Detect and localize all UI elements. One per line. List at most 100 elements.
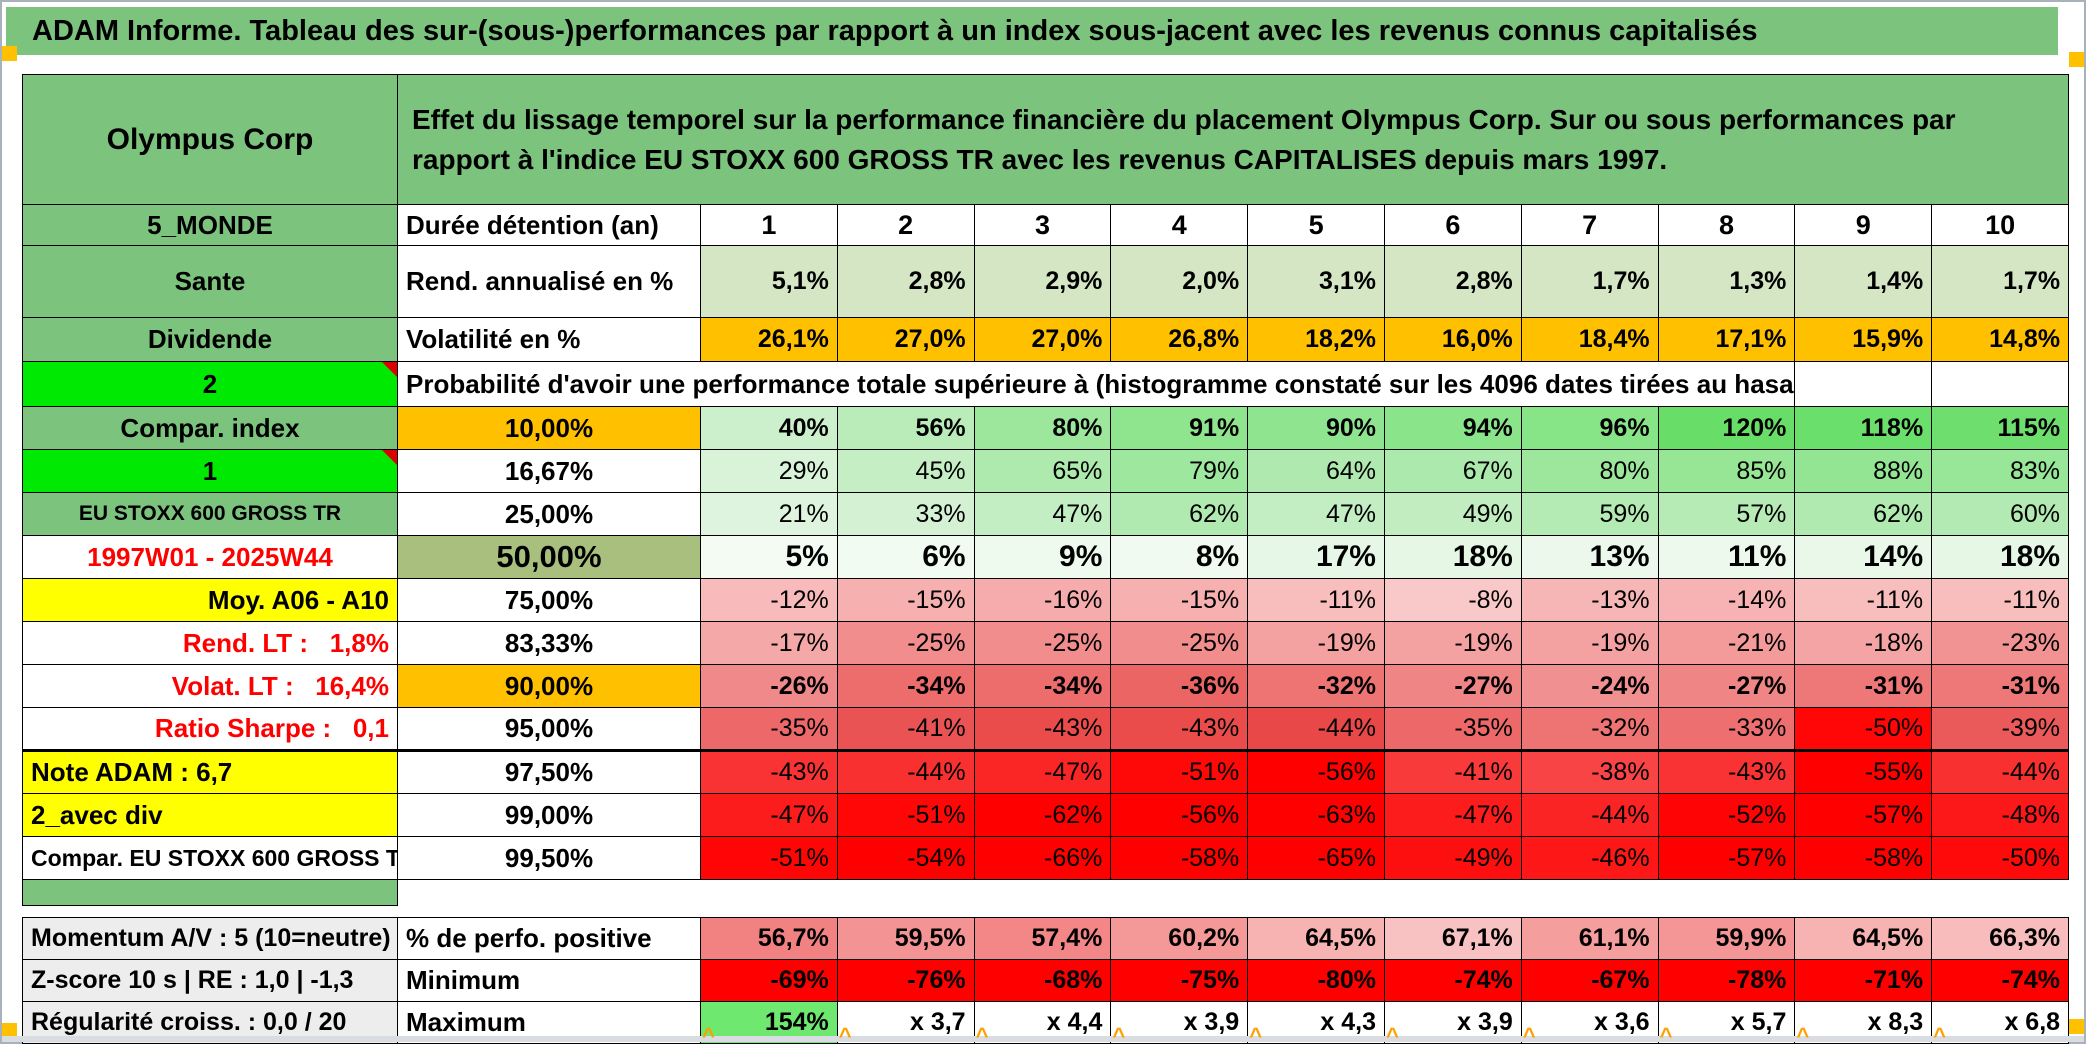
cell-q975-y4[interactable]: -51% [1110,749,1249,794]
cell-q25-y5[interactable]: 47% [1247,492,1385,536]
cell-q83-y1[interactable]: -17% [700,621,838,665]
cell-q25-y10[interactable]: 60% [1931,492,2070,536]
banner-empty-1[interactable] [1794,361,1933,407]
metric-vol[interactable]: Volatilité en % [397,317,701,362]
cell-q75-y7[interactable]: -13% [1520,578,1659,622]
cell-q95-y10[interactable]: -39% [1931,707,2070,751]
cell-q995-y2[interactable]: -54% [836,836,975,880]
cell-q99-y1[interactable]: -47% [700,793,838,837]
spacer-blank[interactable] [397,879,2069,906]
cell-q99-y4[interactable]: -56% [1110,793,1249,837]
label-vol[interactable]: Dividende [22,317,398,362]
cell-q50-y9[interactable]: 14% [1794,535,1933,579]
label-q975[interactable]: Note ADAM : 6,7 [22,749,398,794]
cell-q10-y4[interactable]: 91% [1110,406,1249,450]
label-5-monde[interactable]: 5_MONDE [22,204,398,246]
cell-q25-y4[interactable]: 62% [1110,492,1249,536]
cell-q95-y3[interactable]: -43% [973,707,1112,751]
cell-q16-y8[interactable]: 85% [1657,449,1796,493]
cell-vol-y2[interactable]: 27,0% [836,317,975,362]
duration-year-1[interactable]: 1 [700,204,838,246]
cell-q975-y6[interactable]: -41% [1383,749,1522,794]
cell-q83-y10[interactable]: -23% [1931,621,2070,665]
stat-label-min[interactable]: Z-score 10 s | RE : 1,0 | -1,3 [22,959,398,1002]
quantile-q10[interactable]: 10,00% [397,406,701,450]
probability-banner[interactable]: Probabilité d'avoir une performance tota… [396,361,1796,407]
cell-q995-y8[interactable]: -57% [1657,836,1796,880]
cell-q10-y2[interactable]: 56% [836,406,975,450]
cell-perfo-y6[interactable]: 67,1% [1383,917,1522,960]
cell-q10-y1[interactable]: 40% [700,406,838,450]
cell-q90-y8[interactable]: -27% [1657,664,1796,708]
cell-vol-y3[interactable]: 27,0% [973,317,1112,362]
cell-q10-y10[interactable]: 115% [1931,406,2070,450]
duration-year-4[interactable]: 4 [1110,204,1249,246]
cell-q975-y1[interactable]: -43% [700,749,838,794]
cell-q995-y4[interactable]: -58% [1110,836,1249,880]
cell-rend-y5[interactable]: 3,1% [1247,245,1385,318]
cell-q50-y5[interactable]: 17% [1247,535,1385,579]
stat-name-min[interactable]: Minimum [397,959,701,1002]
cell-q16-y3[interactable]: 65% [973,449,1112,493]
cell-q50-y10[interactable]: 18% [1931,535,2070,579]
cell-vol-y5[interactable]: 18,2% [1247,317,1385,362]
cell-rend-y10[interactable]: 1,7% [1931,245,2070,318]
cell-q50-y8[interactable]: 11% [1657,535,1796,579]
cell-q95-y7[interactable]: -32% [1520,707,1659,751]
cell-q83-y6[interactable]: -19% [1383,621,1522,665]
cell-vol-y6[interactable]: 16,0% [1383,317,1522,362]
cell-rend-y2[interactable]: 2,8% [836,245,975,318]
cell-q75-y2[interactable]: -15% [836,578,975,622]
cell-q95-y9[interactable]: -50% [1794,707,1933,751]
cell-q90-y2[interactable]: -34% [836,664,975,708]
cell-q50-y4[interactable]: 8% [1110,535,1249,579]
cell-q83-y7[interactable]: -19% [1520,621,1659,665]
cell-q83-y2[interactable]: -25% [836,621,975,665]
spacer-green-cell[interactable] [22,879,398,906]
cell-q90-y3[interactable]: -34% [973,664,1112,708]
stat-name-perfo[interactable]: % de perfo. positive [397,917,701,960]
gap-row[interactable] [22,905,2069,918]
quantile-q95[interactable]: 95,00% [397,707,701,751]
cell-q995-y5[interactable]: -65% [1247,836,1385,880]
quantile-q16[interactable]: 16,67% [397,449,701,493]
cell-q75-y9[interactable]: -11% [1794,578,1933,622]
stat-label-perfo[interactable]: Momentum A/V : 5 (10=neutre) [22,917,398,960]
cell-q75-y3[interactable]: -16% [973,578,1112,622]
cell-q25-y2[interactable]: 33% [836,492,975,536]
quantile-q75[interactable]: 75,00% [397,578,701,622]
cell-q25-y3[interactable]: 47% [973,492,1112,536]
cell-q975-y10[interactable]: -44% [1931,749,2070,794]
cell-min-y7[interactable]: -67% [1520,959,1659,1002]
cell-q25-y9[interactable]: 62% [1794,492,1933,536]
duration-header[interactable]: Durée détention (an) [397,204,701,246]
quantile-q975[interactable]: 97,50% [397,749,701,794]
cell-q83-y5[interactable]: -19% [1247,621,1385,665]
cell-q975-y5[interactable]: -56% [1247,749,1385,794]
cell-q16-y5[interactable]: 64% [1247,449,1385,493]
cell-q75-y4[interactable]: -15% [1110,578,1249,622]
label-q995[interactable]: Compar. EU STOXX 600 GROSS TR [22,836,398,880]
cell-q99-y2[interactable]: -51% [836,793,975,837]
cell-perfo-y1[interactable]: 56,7% [700,917,838,960]
cell-q16-y1[interactable]: 29% [700,449,838,493]
cell-q75-y6[interactable]: -8% [1383,578,1522,622]
cell-q50-y3[interactable]: 9% [973,535,1112,579]
cell-perfo-y5[interactable]: 64,5% [1247,917,1385,960]
cell-vol-y4[interactable]: 26,8% [1110,317,1249,362]
cell-q90-y4[interactable]: -36% [1110,664,1249,708]
cell-rend-y3[interactable]: 2,9% [973,245,1112,318]
cell-min-y1[interactable]: -69% [700,959,838,1002]
cell-q25-y1[interactable]: 21% [700,492,838,536]
cell-q95-y1[interactable]: -35% [700,707,838,751]
cell-q90-y7[interactable]: -24% [1520,664,1659,708]
quantile-q83[interactable]: 83,33% [397,621,701,665]
label-q10[interactable]: Compar. index [22,406,398,450]
cell-q975-y7[interactable]: -38% [1520,749,1659,794]
cell-q90-y5[interactable]: -32% [1247,664,1385,708]
cell-q99-y10[interactable]: -48% [1931,793,2070,837]
duration-year-5[interactable]: 5 [1247,204,1385,246]
cell-min-y10[interactable]: -74% [1931,959,2070,1002]
cell-vol-y10[interactable]: 14,8% [1931,317,2070,362]
cell-q83-y3[interactable]: -25% [973,621,1112,665]
